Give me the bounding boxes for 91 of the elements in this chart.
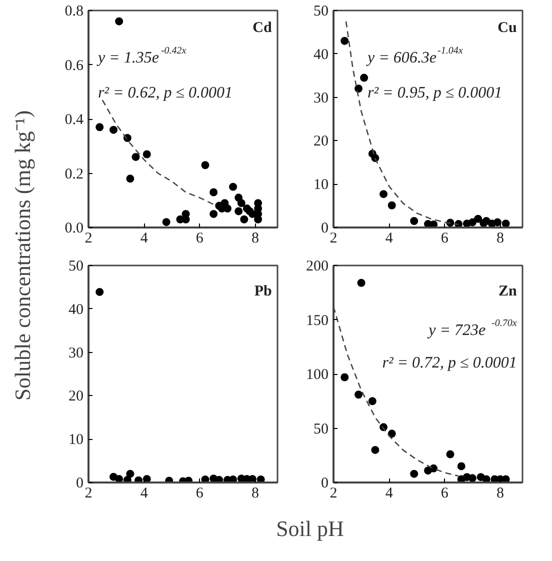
x-tick-label: 6: [440, 486, 449, 502]
y-tick-label: 0.4: [64, 112, 84, 128]
annotation: Pb: [254, 284, 272, 300]
x-tick-label: 4: [140, 486, 148, 502]
x-tick-label: 6: [196, 230, 204, 246]
x-axis-title: Soil pH: [276, 516, 344, 541]
point: [229, 182, 238, 191]
point: [115, 17, 124, 26]
y-tick-label: 10: [68, 432, 84, 448]
point: [215, 476, 224, 482]
x-tick-label: 4: [385, 230, 394, 246]
annotation: Cd: [252, 20, 272, 36]
y-tick-label: 50: [314, 421, 328, 438]
y-tick-label: 200: [306, 258, 328, 274]
point: [201, 475, 210, 482]
y-tick-label: 50: [314, 4, 328, 20]
annotation: y = 723e-0.70x: [426, 318, 518, 340]
point: [240, 215, 248, 224]
point: [126, 174, 134, 183]
y-tick-label: 40: [68, 302, 84, 318]
point: [142, 150, 151, 158]
point: [457, 462, 466, 470]
y-tick-label: 100: [306, 367, 328, 383]
point: [210, 188, 218, 196]
point: [340, 373, 349, 382]
point: [115, 475, 124, 482]
x-tick-label: 8: [496, 486, 504, 502]
point: [162, 218, 170, 226]
y-tick-label: 10: [314, 177, 328, 194]
point: [357, 278, 366, 287]
point: [234, 207, 243, 216]
point: [210, 210, 218, 218]
y-tick-label: 0: [321, 220, 328, 236]
point: [493, 218, 502, 226]
point: [474, 214, 482, 223]
point: [468, 474, 476, 482]
x-tick-label: 6: [440, 230, 449, 246]
point: [256, 475, 265, 482]
x-tick-label: 2: [330, 486, 338, 502]
annotation: Zn: [498, 284, 518, 300]
y-tick-label: 20: [68, 388, 84, 405]
point: [126, 470, 134, 478]
y-tick-label: 0: [76, 476, 84, 492]
point: [430, 464, 438, 472]
annotation: r² = 0.72, p ≤ 0.0001: [382, 354, 517, 372]
x-tick-label: 2: [84, 230, 92, 246]
point: [96, 288, 104, 296]
y-tick-label: 30: [314, 90, 328, 106]
point: [237, 199, 246, 208]
point: [229, 475, 238, 482]
point: [354, 390, 363, 399]
point: [388, 430, 396, 438]
x-tick-label: 2: [84, 486, 92, 502]
y-tick-label: 150: [306, 312, 328, 329]
point: [446, 450, 454, 458]
y-tick-label: 0.6: [64, 58, 84, 74]
point: [340, 36, 349, 45]
x-tick-label: 6: [196, 486, 204, 502]
x-tick-label: 8: [252, 486, 260, 502]
y-tick-label: 0.0: [64, 220, 84, 236]
point: [110, 126, 118, 134]
x-tick-label: 2: [330, 230, 338, 246]
y-tick-label: 0.2: [64, 166, 84, 182]
point: [380, 190, 388, 198]
annotation: r² = 0.62, p ≤ 0.0001: [98, 84, 233, 102]
x-tick-label: 4: [385, 486, 394, 502]
point: [410, 216, 418, 225]
point: [371, 446, 380, 454]
point: [468, 218, 476, 226]
y-axis-title: Soluble concentrations (mg kg⁻¹): [10, 110, 35, 401]
x-tick-label: 8: [252, 230, 260, 246]
point: [132, 152, 140, 161]
y-tick-label: 50: [68, 258, 84, 274]
point: [96, 123, 104, 132]
x-tick-label: 4: [140, 230, 148, 246]
y-tick-label: 30: [68, 345, 84, 362]
point: [354, 84, 363, 93]
point: [502, 220, 510, 228]
annotation: r² = 0.95, p ≤ 0.0001: [368, 84, 502, 102]
point: [360, 74, 368, 82]
point: [482, 475, 490, 482]
annotation: Cu: [498, 20, 517, 36]
point: [201, 161, 210, 170]
point: [410, 470, 418, 478]
y-tick-label: 0: [321, 476, 328, 492]
y-tick-label: 20: [314, 134, 328, 150]
y-tick-label: 0.8: [64, 4, 84, 20]
point: [388, 201, 396, 210]
y-tick-label: 40: [314, 46, 328, 63]
x-tick-label: 8: [496, 230, 504, 246]
point: [368, 397, 376, 406]
